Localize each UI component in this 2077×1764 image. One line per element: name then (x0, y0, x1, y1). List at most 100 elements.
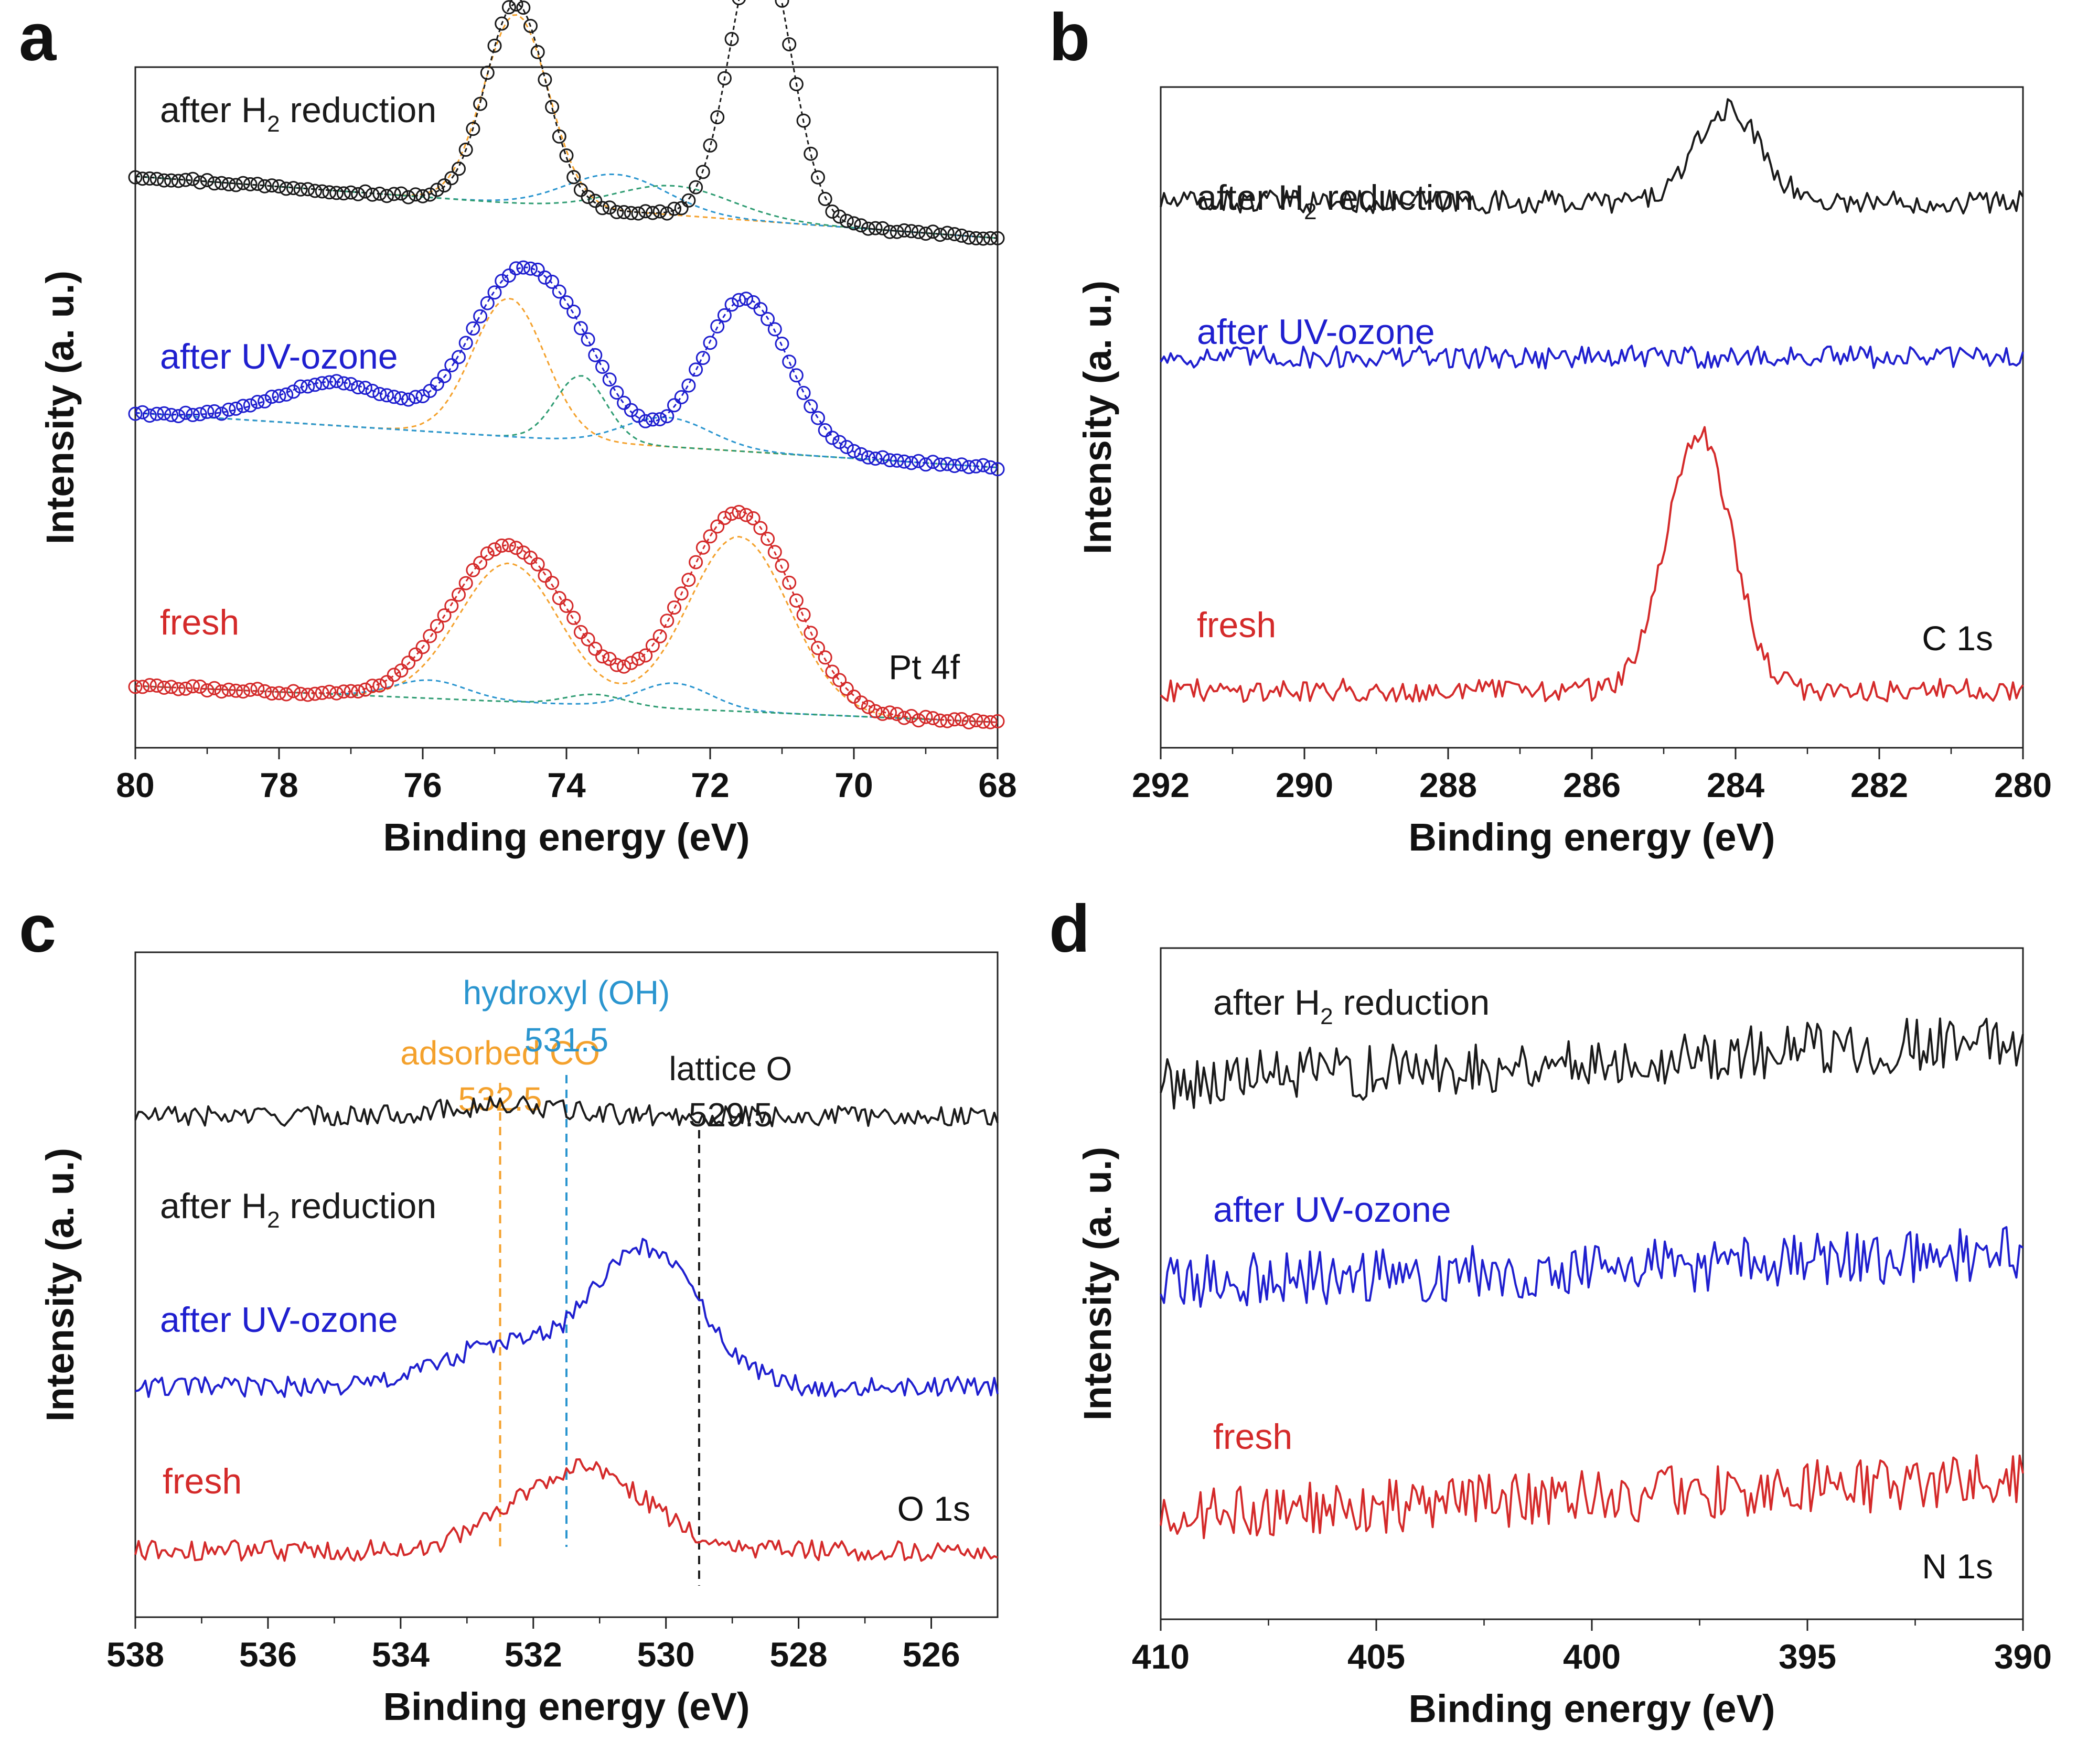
data-point (674, 586, 689, 601)
data-point (588, 348, 603, 362)
data-point (918, 709, 933, 724)
core-level-label: Pt 4f (888, 648, 960, 686)
data-point (904, 456, 919, 470)
data-point (545, 274, 560, 289)
data-point (401, 392, 416, 407)
data-point (142, 171, 157, 186)
data-point (458, 142, 473, 157)
x-tick-label: 390 (1994, 1637, 2052, 1676)
spectrum-line-black (1160, 1017, 2024, 1110)
data-point (983, 460, 998, 475)
data-point (516, 260, 531, 275)
data-point (559, 598, 574, 613)
panel-letter: a (19, 0, 57, 75)
data-point (947, 459, 962, 474)
x-tick-label: 282 (1850, 766, 1908, 804)
data-point (861, 700, 875, 714)
series-label: after H2 reduction (160, 90, 436, 137)
data-point (430, 182, 444, 197)
data-point (883, 705, 897, 720)
data-point (487, 38, 502, 53)
data-point (588, 641, 603, 656)
data-point (423, 384, 437, 398)
panel-d: d 410 405 400 395 390 Binding energy (eV) Inten… (1049, 891, 2052, 1730)
data-point (401, 190, 416, 205)
panel-b: b 292 290 288 286 284 282 280 Binding energy (eV… (1049, 0, 2052, 859)
data-point (717, 71, 732, 85)
data-point (135, 405, 150, 420)
fit-envelope (135, 0, 998, 239)
data-point (789, 368, 804, 383)
data-point (221, 177, 236, 191)
data-point (566, 304, 581, 319)
data-point (710, 519, 725, 534)
data-point (645, 206, 660, 220)
data-point (839, 213, 854, 228)
data-point (387, 187, 401, 201)
data-point (509, 261, 523, 276)
data-point (825, 205, 840, 219)
data-point (695, 540, 710, 555)
data-point (329, 374, 344, 389)
x-tick-label: 80 (116, 766, 154, 804)
data-point (617, 205, 631, 219)
data-point (236, 176, 250, 190)
data-point (229, 401, 243, 416)
data-point (617, 395, 631, 410)
data-point (717, 308, 732, 322)
data-point (890, 224, 904, 239)
data-point (530, 262, 545, 277)
data-point (624, 655, 638, 670)
data-point (444, 358, 459, 372)
data-point (775, 0, 789, 8)
data-point (782, 354, 797, 369)
data-point (667, 600, 681, 615)
data-point (573, 182, 588, 197)
data-point (171, 409, 186, 423)
data-point (372, 186, 387, 201)
data-point (480, 546, 495, 561)
data-point (423, 629, 437, 643)
data-point (538, 270, 552, 285)
data-point (595, 360, 609, 374)
series-label: after UV-ozone (160, 1300, 398, 1340)
data-point (322, 185, 337, 200)
data-point (976, 458, 991, 472)
x-tick-label: 532 (505, 1635, 562, 1674)
x-tick-label: 68 (978, 766, 1016, 804)
spectrum-line-red (1160, 426, 2024, 703)
data-point (452, 162, 466, 176)
data-point (344, 377, 358, 391)
data-point (538, 72, 552, 87)
data-point (947, 227, 962, 241)
data-point (258, 684, 272, 698)
reference-label-name: hydroxyl (OH) (463, 974, 670, 1012)
data-point (761, 532, 775, 546)
data-point (832, 435, 847, 449)
data-point (811, 411, 825, 425)
data-point (430, 377, 444, 391)
data-point (200, 683, 215, 698)
data-point (926, 711, 940, 725)
data-point (430, 619, 444, 633)
data-point (875, 706, 890, 721)
data-point (301, 182, 315, 197)
data-point (466, 563, 480, 577)
data-point (695, 351, 710, 365)
data-point (495, 16, 509, 31)
spectrum-line-blue (135, 1238, 999, 1398)
data-point (990, 231, 1005, 245)
x-tick-label: 536 (239, 1635, 297, 1674)
data-point (207, 176, 222, 191)
data-point (761, 311, 775, 326)
data-point (437, 178, 452, 193)
data-point (933, 228, 947, 242)
data-point (775, 337, 789, 351)
spectrum-line-black (134, 1095, 999, 1127)
data-point (380, 189, 394, 203)
data-point (401, 655, 416, 670)
data-point (243, 683, 258, 697)
x-tick-label: 288 (1419, 766, 1477, 804)
data-point (200, 173, 215, 187)
data-point (868, 451, 883, 466)
